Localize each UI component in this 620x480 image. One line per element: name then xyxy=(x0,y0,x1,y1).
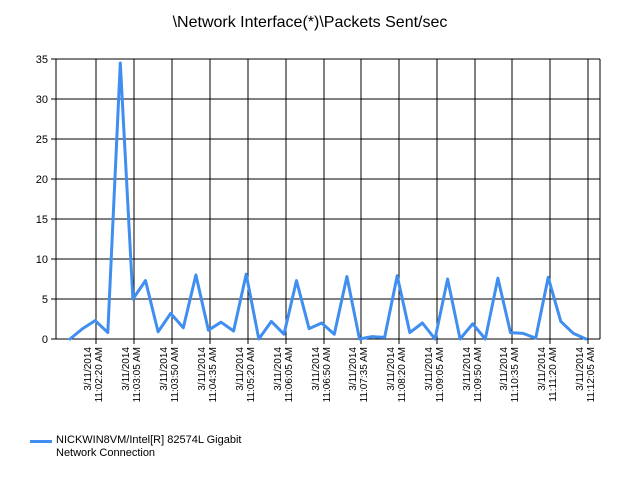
x-tick-label-time: 11:06:05 AM xyxy=(284,347,295,402)
x-tick-label: 3/11/2014 11:05:20 AM xyxy=(235,347,257,403)
x-tick-label: 3/11/2014 11:04:35 AM xyxy=(197,347,219,403)
x-tick-label-time: 11:02:20 AM xyxy=(94,347,105,402)
x-tick-label-time: 11:12:05 AM xyxy=(586,347,597,402)
x-tick-label: 3/11/2014 11:10:35 AM xyxy=(499,347,521,403)
x-tick-label-date: 3/11/2014 xyxy=(197,347,208,391)
x-tick-label-time: 11:11:20 AM xyxy=(548,347,559,402)
x-tick-label: 3/11/2014 11:09:05 AM xyxy=(424,347,446,403)
x-tick-label: 3/11/2014 11:07:35 AM xyxy=(348,347,370,403)
x-tick-label-date: 3/11/2014 xyxy=(499,347,510,391)
x-tick-label: 3/11/2014 11:09:50 AM xyxy=(462,347,484,403)
y-tick-label: 35 xyxy=(36,54,48,66)
x-tick-label-date: 3/11/2014 xyxy=(83,347,94,391)
x-tick-label-time: 11:07:35 AM xyxy=(359,347,370,402)
legend-label: NICKWIN8VM/Intel[R] 82574L Gigabit Netwo… xyxy=(56,434,242,459)
x-tick-label-date: 3/11/2014 xyxy=(311,347,322,391)
y-tick-label: 30 xyxy=(36,94,48,106)
legend-swatch xyxy=(30,440,52,443)
x-tick-label-time: 11:10:35 AM xyxy=(510,347,521,402)
x-tick-label: 3/11/2014 11:11:20 AM xyxy=(537,347,559,402)
x-tick-label-date: 3/11/2014 xyxy=(575,347,586,391)
x-tick-label: 3/11/2014 11:03:05 AM xyxy=(121,347,143,403)
y-tick-label: 10 xyxy=(36,254,48,266)
x-tick-label: 3/11/2014 11:12:05 AM xyxy=(575,347,597,403)
x-tick-label-date: 3/11/2014 xyxy=(386,347,397,391)
y-tick-label: 15 xyxy=(36,214,48,226)
x-tick-label: 3/11/2014 11:06:50 AM xyxy=(311,347,333,403)
x-tick-label-date: 3/11/2014 xyxy=(159,347,170,391)
x-tick-label-date: 3/11/2014 xyxy=(121,347,132,391)
y-tick-label: 5 xyxy=(42,294,48,306)
y-axis-ticks: 0 5 10 15 20 25 30 35 xyxy=(36,54,56,346)
x-tick-label: 3/11/2014 11:03:50 AM xyxy=(159,347,181,403)
x-tick-label: 3/11/2014 11:06:05 AM xyxy=(273,347,295,403)
series-layer xyxy=(68,61,588,341)
grid xyxy=(56,58,601,339)
x-tick-label-date: 3/11/2014 xyxy=(424,347,435,391)
axes xyxy=(55,59,600,340)
x-tick-label-time: 11:03:50 AM xyxy=(170,347,181,402)
x-axis-ticks: 3/11/2014 11:02:20 AM 3/11/2014 11:03:05 AM… xyxy=(83,339,597,402)
x-tick-label-time: 11:04:35 AM xyxy=(208,347,219,402)
x-tick-label-date: 3/11/2014 xyxy=(235,347,246,391)
x-tick-label-time: 11:05:20 AM xyxy=(246,347,257,402)
x-tick-label-date: 3/11/2014 xyxy=(462,347,473,391)
y-tick-label: 25 xyxy=(36,134,48,146)
x-tick-label: 3/11/2014 11:02:20 AM xyxy=(83,347,105,403)
legend: NICKWIN8VM/Intel[R] 82574L Gigabit Netwo… xyxy=(30,434,246,460)
x-tick-label-time: 11:03:05 AM xyxy=(132,347,143,402)
x-tick-label-date: 3/11/2014 xyxy=(273,347,284,391)
x-tick-label-time: 11:06:50 AM xyxy=(322,347,333,402)
x-tick-label-date: 3/11/2014 xyxy=(348,347,359,391)
x-tick-label-date: 3/11/2014 xyxy=(537,347,548,391)
y-tick-label: 0 xyxy=(42,334,48,346)
y-tick-label: 20 xyxy=(36,174,48,186)
x-tick-label: 3/11/2014 11:08:20 AM xyxy=(386,347,408,403)
series-line xyxy=(68,61,588,341)
chart-title: \Network Interface(*)\Packets Sent/sec xyxy=(172,14,448,31)
x-tick-label-time: 11:09:50 AM xyxy=(473,347,484,402)
x-tick-label-time: 11:09:05 AM xyxy=(435,347,446,402)
x-tick-label-time: 11:08:20 AM xyxy=(397,347,408,402)
